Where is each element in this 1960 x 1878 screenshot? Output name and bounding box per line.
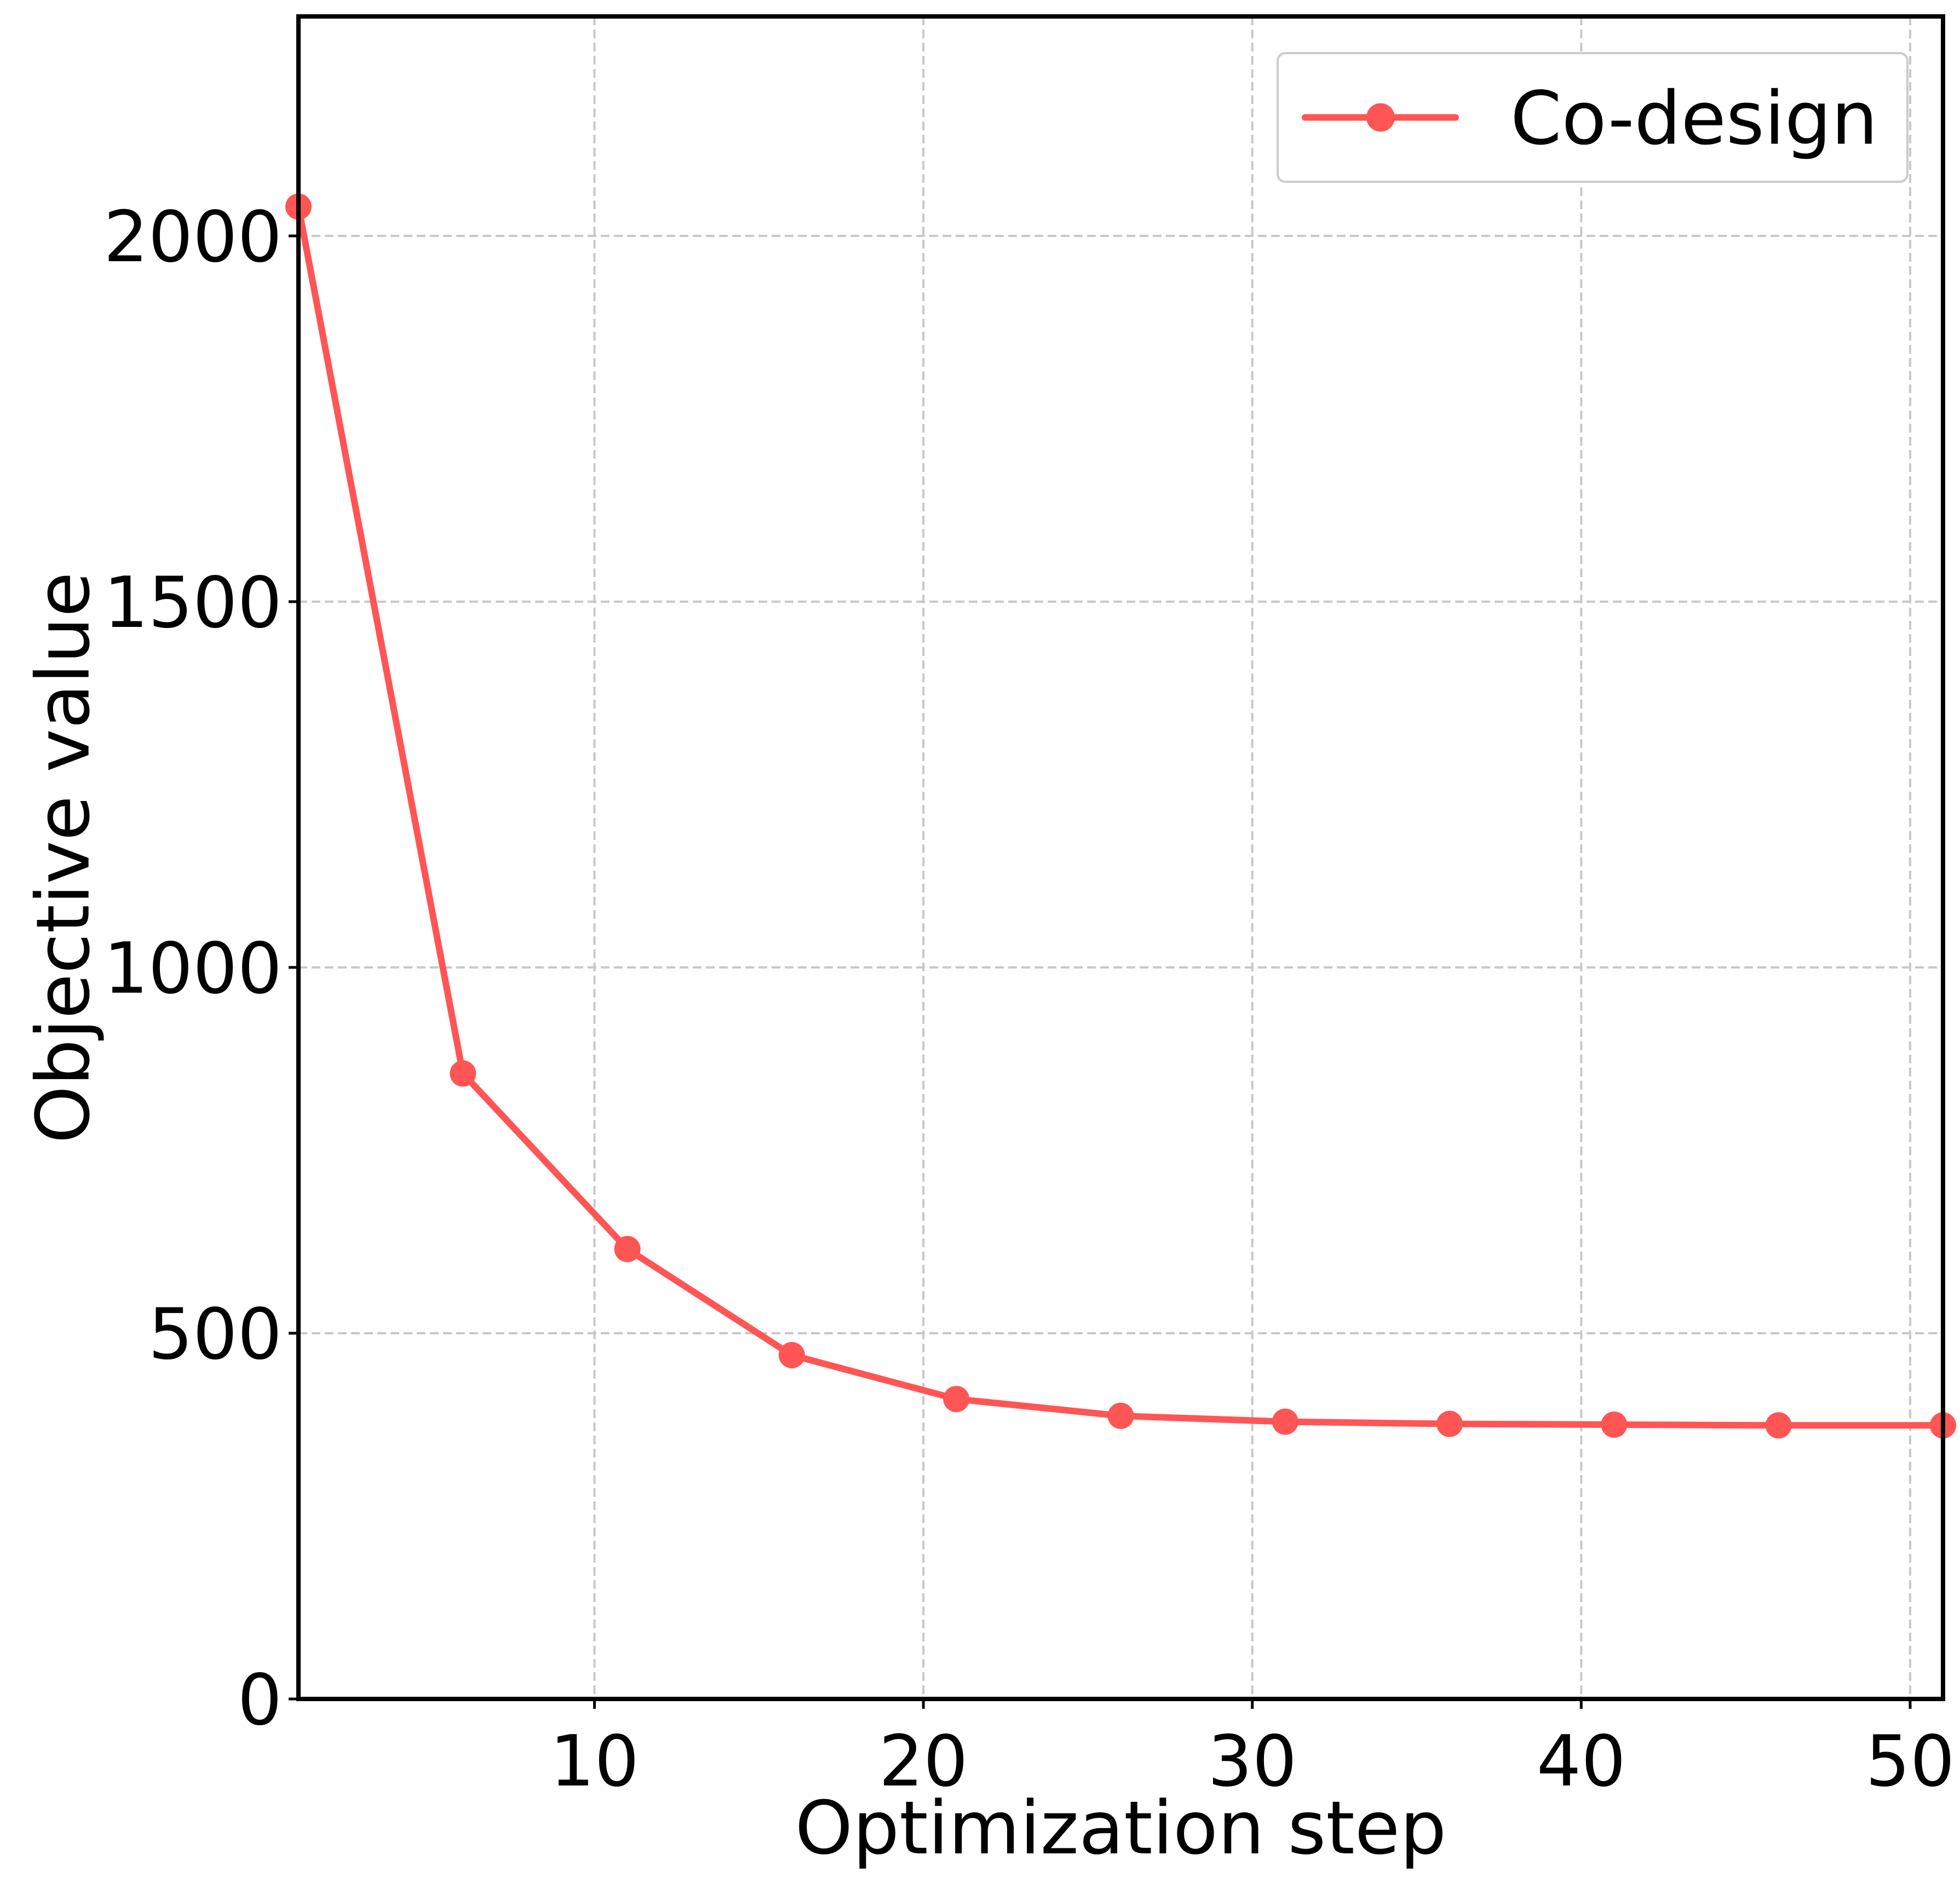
data-point (1765, 1412, 1792, 1439)
legend: Co-design (1277, 52, 1909, 183)
data-point (778, 1342, 805, 1369)
data-point (1601, 1411, 1628, 1438)
series-line-0 (295, 203, 1946, 1429)
data-point (1107, 1402, 1134, 1429)
x-axis-label: Optimization step (795, 1785, 1447, 1871)
y-tick-label: 1500 (104, 562, 282, 644)
plot-area-frame (296, 14, 1945, 1701)
data-point (1272, 1408, 1298, 1435)
y-tick-label: 2000 (104, 197, 282, 278)
data-point (1436, 1410, 1463, 1437)
x-tick-label: 30 (1208, 1721, 1297, 1802)
data-point (943, 1386, 970, 1413)
grid (298, 16, 1943, 1700)
data-point (614, 1236, 641, 1263)
legend-entry-label: Co-design (1510, 76, 1878, 162)
x-tick-label: 20 (879, 1721, 968, 1802)
x-tick-label: 50 (1866, 1721, 1955, 1802)
series-layer (285, 193, 1956, 1439)
y-tick-label: 0 (238, 1660, 282, 1741)
x-tick-label: 10 (550, 1721, 639, 1802)
y-tick-label: 1000 (104, 928, 282, 1010)
legend-swatch-marker (1366, 103, 1395, 132)
x-tick-label: 40 (1537, 1721, 1626, 1802)
y-axis-label: Objective value (21, 572, 106, 1144)
data-point (450, 1060, 476, 1087)
y-tick-label: 500 (148, 1294, 282, 1375)
legend-box (1277, 52, 1909, 183)
